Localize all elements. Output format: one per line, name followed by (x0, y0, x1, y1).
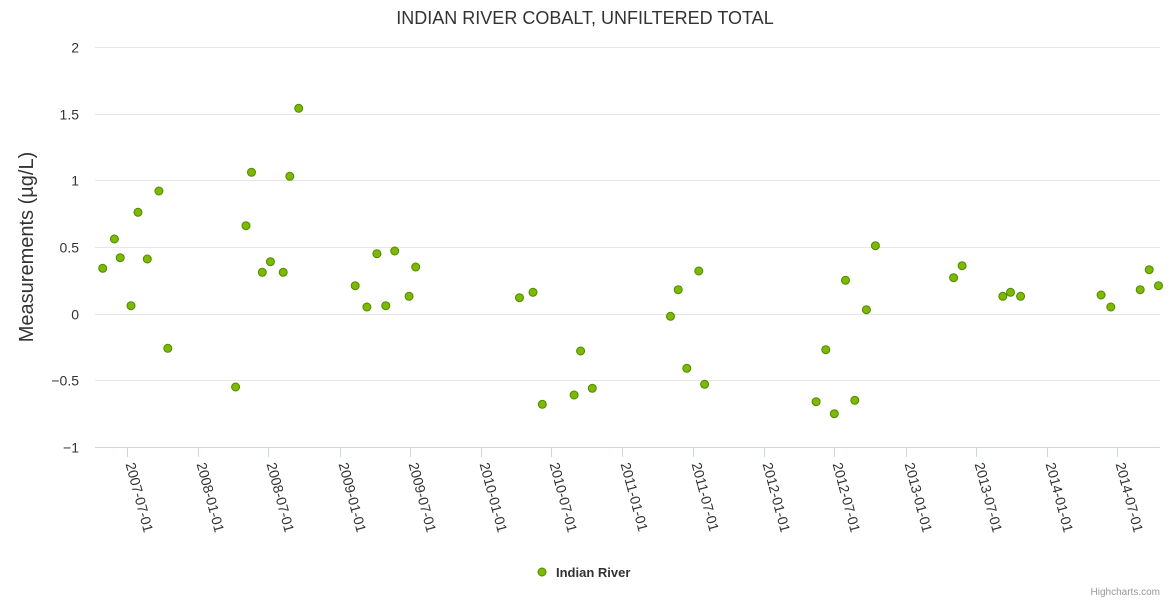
data-point[interactable] (109, 234, 119, 244)
x-tick-label: 2011-07-01 (689, 461, 723, 534)
legend[interactable]: Indian River (537, 565, 630, 580)
y-axis: −1 −0.5 0 0.5 1 1.5 2 (51, 40, 79, 456)
data-point[interactable] (1144, 265, 1154, 275)
data-point[interactable] (1154, 281, 1163, 291)
data-point[interactable] (126, 301, 136, 311)
data-point[interactable] (850, 395, 860, 405)
data-point[interactable] (404, 291, 414, 301)
data-point[interactable] (133, 207, 143, 217)
data-point[interactable] (294, 103, 304, 113)
data-point[interactable] (163, 343, 173, 353)
data-points (98, 103, 1163, 419)
data-point[interactable] (1006, 287, 1015, 297)
data-point[interactable] (154, 186, 164, 196)
data-point[interactable] (381, 301, 391, 311)
y-tick-label: −1 (63, 440, 79, 456)
data-point[interactable] (278, 267, 288, 277)
y-tick-label: 2 (71, 40, 79, 56)
data-point[interactable] (861, 305, 871, 315)
x-tick-label: 2009-07-01 (406, 461, 440, 535)
x-tick-label: 2008-01-01 (194, 461, 228, 535)
data-point[interactable] (694, 266, 704, 276)
data-point[interactable] (362, 302, 372, 312)
legend-label-indian-river[interactable]: Indian River (556, 565, 630, 580)
data-point[interactable] (821, 345, 831, 355)
y-tick-label: 1.5 (60, 107, 80, 123)
data-point[interactable] (265, 257, 275, 267)
data-point[interactable] (372, 249, 382, 259)
data-point[interactable] (537, 399, 547, 409)
data-point[interactable] (829, 409, 839, 419)
x-tick-label: 2012-01-01 (760, 461, 794, 535)
data-point[interactable] (528, 287, 538, 297)
gridlines (95, 47, 1160, 448)
data-point[interactable] (115, 253, 125, 263)
data-point[interactable] (569, 390, 579, 400)
data-point[interactable] (257, 267, 267, 277)
data-point[interactable] (682, 363, 692, 373)
legend-marker-indian-river[interactable] (537, 567, 547, 577)
x-axis: 2007-07-01 2008-01-01 2008-07-01 2009-01-01… (123, 447, 1147, 534)
data-point[interactable] (142, 254, 152, 264)
x-tick-label: 2009-01-01 (336, 461, 370, 535)
x-tick-label: 2008-07-01 (264, 461, 298, 535)
y-tick-label: 0.5 (60, 240, 80, 256)
x-tick-label: 2014-07-01 (1113, 461, 1147, 535)
data-point[interactable] (1106, 302, 1116, 312)
data-point[interactable] (811, 397, 821, 407)
data-point[interactable] (241, 221, 251, 231)
data-point[interactable] (957, 261, 967, 271)
data-point[interactable] (98, 263, 108, 273)
data-point[interactable] (666, 311, 675, 321)
data-point[interactable] (700, 379, 710, 389)
x-tick-label: 2013-07-01 (972, 461, 1006, 535)
data-point[interactable] (350, 281, 360, 291)
x-tick-label: 2010-01-01 (477, 461, 511, 535)
data-point[interactable] (870, 241, 880, 251)
data-point[interactable] (1016, 291, 1026, 301)
data-point[interactable] (587, 383, 597, 393)
data-point[interactable] (411, 262, 421, 272)
data-point[interactable] (515, 293, 524, 303)
x-tick-label: 2007-07-01 (123, 461, 157, 535)
chart-title: INDIAN RIVER COBALT, UNFILTERED TOTAL (396, 8, 773, 28)
data-point[interactable] (1135, 285, 1145, 295)
credits-link[interactable]: Highcharts.com (1091, 587, 1160, 598)
x-tick-label: 2012-07-01 (830, 461, 864, 535)
data-point[interactable] (998, 291, 1008, 301)
x-tick-label: 2014-01-01 (1043, 461, 1077, 535)
x-tick-label: 2011-01-01 (618, 461, 652, 534)
x-tick-label: 2010-07-01 (547, 461, 581, 535)
y-axis-label: Measurements (µg/L) (16, 152, 38, 342)
data-point[interactable] (949, 273, 959, 283)
y-tick-label: −0.5 (51, 373, 79, 389)
data-point[interactable] (1096, 290, 1106, 300)
data-point[interactable] (390, 246, 400, 256)
y-tick-label: 1 (71, 173, 79, 189)
data-point[interactable] (673, 285, 683, 295)
x-tick-label: 2013-01-01 (902, 461, 936, 535)
data-point[interactable] (841, 275, 850, 285)
data-point[interactable] (231, 382, 241, 392)
data-point[interactable] (285, 171, 295, 181)
y-tick-label: 0 (71, 307, 79, 323)
data-point[interactable] (576, 346, 586, 356)
data-point[interactable] (247, 167, 256, 177)
